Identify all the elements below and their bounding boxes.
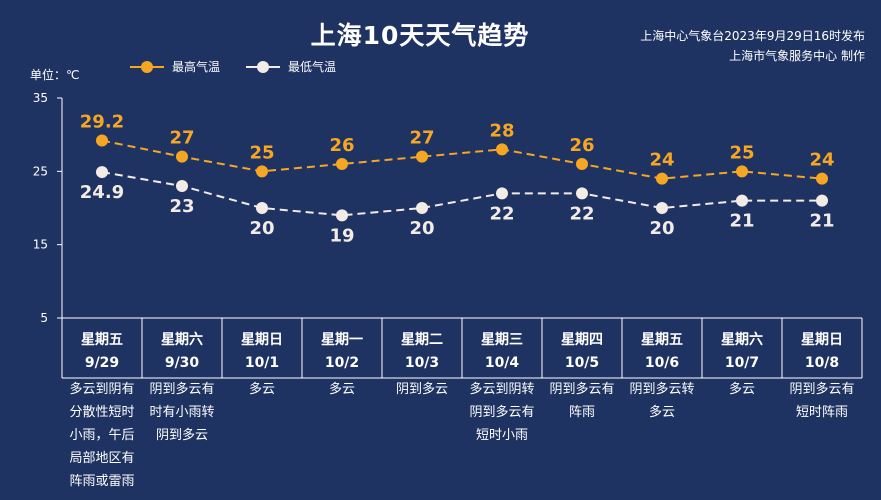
data-label-high: 27 — [169, 128, 194, 149]
weather-description: 多云 — [248, 382, 275, 397]
data-label-high: 25 — [249, 142, 274, 163]
data-label-low: 20 — [409, 218, 434, 239]
data-point-low — [256, 202, 268, 214]
weather-description: 多云到阴转阴到多云有短时小雨 — [469, 382, 535, 443]
data-label-low: 21 — [729, 211, 754, 232]
data-point-low — [816, 194, 828, 207]
category-date-label: 10/7 — [725, 355, 759, 371]
data-point-low — [496, 187, 508, 200]
data-label-low: 19 — [329, 225, 354, 246]
category-weekday-label: 星期三 — [481, 332, 523, 348]
weather-description: 多云到阴有分散性短时小雨，午后局部地区有阵雨或雷雨 — [69, 382, 135, 489]
data-point-low — [176, 180, 188, 192]
data-point-low — [416, 202, 428, 214]
category-weekday-label: 星期二 — [401, 332, 443, 348]
legend: 最高气温 最低气温 — [130, 58, 362, 75]
legend-low-marker-icon — [246, 60, 281, 73]
data-point-low — [336, 209, 348, 222]
data-point-low — [656, 202, 668, 214]
data-label-high: 27 — [409, 128, 434, 149]
legend-item-low[interactable]: 最低气温 — [246, 58, 336, 75]
weather-description: 阴到多云有时有小雨转阴到多云 — [149, 382, 215, 443]
publish-line-1: 上海中心气象台2023年9月29日16时发布 — [640, 29, 865, 43]
y-tick-label: 5 — [40, 311, 48, 325]
data-label-high: 26 — [329, 135, 354, 156]
chart-title: 上海10天天气趋势 — [310, 21, 530, 50]
weather-description: 阴到多云有阵雨 — [549, 382, 615, 420]
category-weekday-label: 星期五 — [81, 332, 123, 348]
data-label-high: 25 — [729, 142, 754, 163]
legend-item-high[interactable]: 最高气温 — [130, 58, 220, 75]
category-date-label: 10/3 — [405, 355, 439, 371]
data-point-low — [96, 166, 108, 179]
publish-info: 上海中心气象台2023年9月29日16时发布 上海市气象服务中心 制作 — [640, 26, 865, 66]
data-label-low: 20 — [649, 218, 674, 239]
data-label-low: 23 — [169, 196, 194, 217]
category-weekday-label: 星期五 — [641, 332, 683, 348]
legend-high-marker-icon — [130, 60, 164, 73]
unit-label: 单位：℃ — [30, 68, 80, 82]
data-point-high — [656, 172, 668, 185]
data-point-high — [816, 172, 828, 185]
category-weekday-label: 星期六 — [721, 331, 763, 348]
y-tick-label: 35 — [33, 91, 48, 105]
data-label-low: 22 — [569, 203, 594, 224]
data-label-low: 20 — [249, 218, 274, 239]
data-point-low — [736, 194, 748, 207]
data-point-high — [176, 150, 188, 163]
weather-description: 多云 — [728, 382, 755, 397]
data-point-high — [336, 158, 348, 170]
series-line-high — [101, 139, 823, 180]
data-label-high: 28 — [489, 120, 514, 141]
data-label-low: 21 — [809, 211, 834, 232]
y-tick-label: 15 — [33, 238, 48, 252]
data-point-high — [576, 158, 588, 170]
category-weekday-label: 星期日 — [241, 332, 283, 348]
weather-description: 阴到多云转多云 — [629, 382, 695, 420]
publish-line-2: 上海市气象服务中心 制作 — [729, 49, 865, 63]
data-label-high: 26 — [569, 135, 594, 156]
category-weekday-label: 星期四 — [561, 332, 603, 348]
series-line-low — [101, 171, 822, 217]
data-point-high — [496, 143, 508, 156]
category-date-label: 10/4 — [485, 355, 520, 371]
data-label-high: 29.2 — [80, 112, 124, 133]
category-date-label: 10/8 — [805, 355, 839, 371]
data-label-low: 22 — [489, 203, 514, 224]
category-date-label: 9/29 — [85, 355, 119, 371]
category-weekday-label: 星期日 — [801, 332, 843, 348]
weather-description: 多云 — [328, 382, 355, 397]
data-point-high — [736, 165, 748, 178]
category-weekday-label: 星期六 — [161, 331, 203, 348]
category-date-label: 10/6 — [645, 355, 679, 371]
category-date-label: 10/2 — [325, 355, 359, 371]
data-label-high: 24 — [649, 150, 674, 171]
weather-description: 阴到多云 — [395, 382, 448, 397]
legend-high-label: 最高气温 — [172, 60, 221, 74]
category-weekday-label: 星期一 — [321, 332, 363, 348]
data-label-high: 24 — [809, 150, 834, 171]
data-label-low: 24.9 — [80, 182, 124, 203]
data-point-high — [256, 165, 268, 178]
weather-descriptions: 多云到阴有分散性短时小雨，午后局部地区有阵雨或雷雨 阴到多云有时有小雨转阴到多云 多… — [62, 378, 862, 493]
y-tick-label: 25 — [33, 164, 48, 178]
data-point-high — [96, 134, 108, 147]
category-date-label: 9/30 — [165, 355, 200, 371]
category-date-label: 10/1 — [245, 355, 279, 371]
data-point-high — [416, 150, 428, 163]
category-date-label: 10/5 — [565, 355, 599, 371]
weather-description: 阴到多云有短时阵雨 — [789, 382, 855, 420]
data-point-low — [576, 187, 588, 200]
legend-low-label: 最低气温 — [288, 60, 337, 74]
